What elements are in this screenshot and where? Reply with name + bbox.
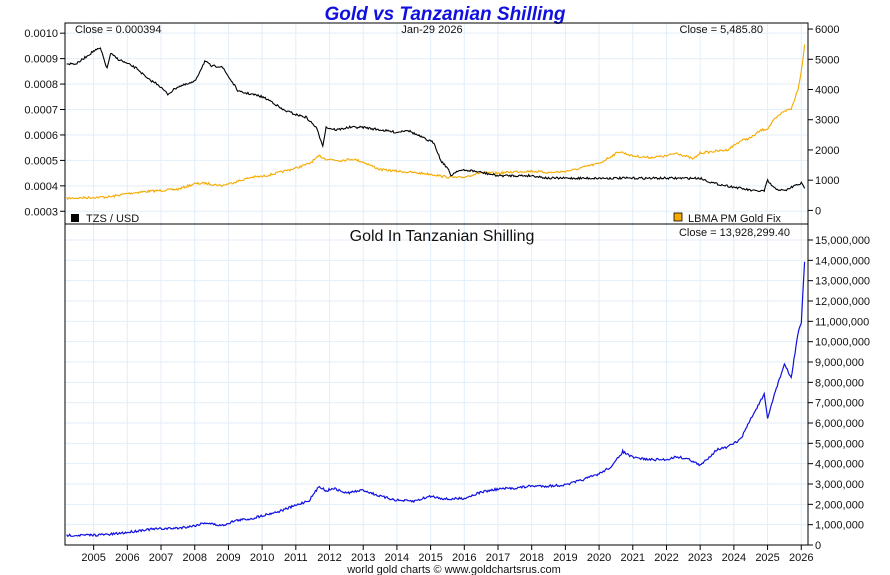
right-tick-label: 2000 xyxy=(815,145,839,157)
x-tick-label: 2009 xyxy=(216,552,240,564)
grid-bottom xyxy=(65,224,808,546)
date-label: Jan-29 2026 xyxy=(401,24,462,36)
series-line-gold-in-tzs xyxy=(66,261,806,538)
x-axis-ticks: 2005 2006 2007 2008 2009 2010 2011 2012 2013 2014… xyxy=(81,545,814,564)
right-tick-label: 6,000,000 xyxy=(815,418,864,430)
series-line-gold-fix xyxy=(66,44,806,201)
x-tick-label: 2021 xyxy=(621,552,645,564)
left-tick-label: 0.0005 xyxy=(24,155,58,167)
right-tick-label: 0 xyxy=(815,205,821,217)
right-tick-label: 1,000,000 xyxy=(815,520,864,532)
right-tick-label: 10,000,000 xyxy=(815,337,870,349)
left-close-label: Close = 0.000394 xyxy=(75,24,162,36)
right-tick-label: 8,000,000 xyxy=(815,377,864,389)
right-tick-label: 6000 xyxy=(815,24,839,36)
right-tick-label: 14,000,000 xyxy=(815,255,870,267)
x-tick-label: 2015 xyxy=(418,552,442,564)
left-tick-label: 0.0007 xyxy=(24,105,58,117)
legend-swatch-gold-fix xyxy=(673,212,683,222)
legend-swatch-tzs-usd xyxy=(71,214,79,222)
x-tick-label: 2025 xyxy=(755,552,779,564)
right-tick-label: 11,000,000 xyxy=(815,316,869,328)
right-axis-ticks-top: 6000 5000 4000 3000 2000 1000 0 xyxy=(808,24,839,217)
right-tick-label: 2,000,000 xyxy=(815,499,864,511)
right-close-label: Close = 5,485.80 xyxy=(680,24,763,36)
bottom-close-label: Close = 13,928,299.40 xyxy=(679,227,790,239)
left-tick-label: 0.0010 xyxy=(24,28,58,40)
x-tick-label: 2012 xyxy=(317,552,341,564)
x-tick-label: 2005 xyxy=(81,552,105,564)
x-tick-label: 2018 xyxy=(519,552,543,564)
right-tick-label: 1000 xyxy=(815,175,839,187)
x-tick-label: 2022 xyxy=(654,552,678,564)
right-tick-label: 0 xyxy=(815,540,821,552)
left-axis-ticks: 0.0010 0.0009 0.0008 0.0007 0.0006 0.0005 0.00… xyxy=(24,28,65,218)
right-tick-label: 5000 xyxy=(815,54,839,66)
right-tick-label: 4,000,000 xyxy=(815,459,864,471)
x-tick-label: 2016 xyxy=(452,552,476,564)
x-tick-label: 2023 xyxy=(688,552,712,564)
right-tick-label: 4000 xyxy=(815,84,839,96)
x-tick-label: 2006 xyxy=(115,552,139,564)
x-tick-label: 2010 xyxy=(250,552,274,564)
x-tick-label: 2026 xyxy=(789,552,813,564)
x-tick-label: 2019 xyxy=(553,552,577,564)
right-tick-label: 15,000,000 xyxy=(815,235,870,247)
x-tick-label: 2017 xyxy=(486,552,510,564)
right-axis-ticks-bottom: 15,000,000 14,000,000 13,000,000 12,000,000… xyxy=(808,235,870,552)
right-tick-label: 3,000,000 xyxy=(815,479,864,491)
bottom-panel-title: Gold In Tanzanian Shilling xyxy=(350,228,535,245)
x-tick-label: 2014 xyxy=(385,552,409,564)
right-tick-label: 7,000,000 xyxy=(815,398,864,410)
chart-title: Gold vs Tanzanian Shilling xyxy=(324,4,565,25)
right-tick-label: 3000 xyxy=(815,115,839,127)
x-tick-label: 2024 xyxy=(722,552,746,564)
legend-label-gold-fix: LBMA PM Gold Fix xyxy=(688,213,781,225)
left-tick-label: 0.0006 xyxy=(24,130,58,142)
x-tick-label: 2011 xyxy=(284,552,308,564)
bottom-panel-frame xyxy=(64,223,809,546)
bottom-series xyxy=(66,261,806,538)
left-tick-label: 0.0009 xyxy=(24,54,58,66)
left-tick-label: 0.0003 xyxy=(24,206,58,218)
footer-credit: world gold charts © www.goldchartsrus.co… xyxy=(346,564,561,575)
x-tick-label: 2013 xyxy=(351,552,375,564)
series-line-tzs-usd xyxy=(66,47,806,193)
top-series xyxy=(66,44,806,201)
left-tick-label: 0.0004 xyxy=(24,181,58,193)
right-tick-label: 9,000,000 xyxy=(815,357,864,369)
right-tick-label: 5,000,000 xyxy=(815,438,864,450)
x-tick-label: 2007 xyxy=(149,552,173,564)
top-panel-frame xyxy=(64,22,809,225)
right-tick-label: 12,000,000 xyxy=(815,296,870,308)
x-tick-label: 2020 xyxy=(587,552,611,564)
right-tick-label: 13,000,000 xyxy=(815,276,870,288)
x-tick-label: 2008 xyxy=(182,552,206,564)
legend-label-tzs-usd: TZS / USD xyxy=(86,213,139,225)
grid-top xyxy=(65,23,808,224)
left-tick-label: 0.0008 xyxy=(24,79,58,91)
